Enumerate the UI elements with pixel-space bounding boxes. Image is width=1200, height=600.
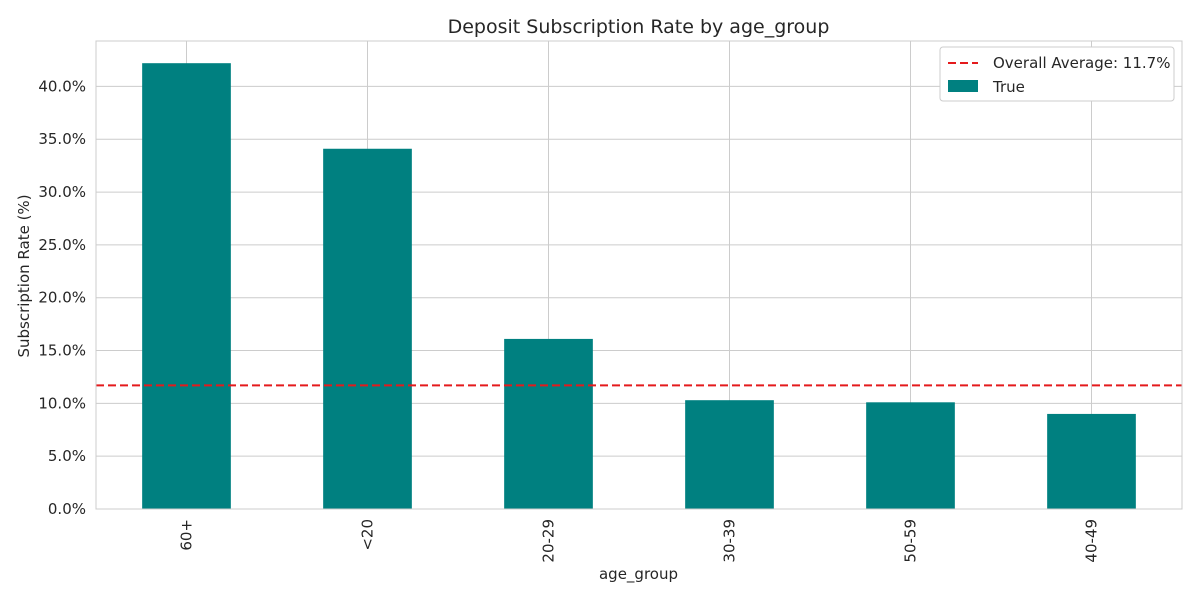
y-tick-label: 5.0% (48, 447, 86, 465)
y-axis-label: Subscription Rate (%) (15, 194, 33, 357)
legend-label-average: Overall Average: 11.7% (993, 54, 1170, 72)
bar-40-49 (1047, 413, 1136, 509)
bar-60+ (142, 63, 231, 510)
y-tick-label: 30.0% (38, 183, 86, 201)
legend-swatch-true (948, 80, 978, 92)
y-tick-label: 0.0% (48, 500, 86, 518)
chart-title: Deposit Subscription Rate by age_group (448, 16, 830, 38)
bar-50-59 (866, 402, 955, 509)
x-tick-label: 50-59 (902, 519, 920, 563)
legend: Overall Average: 11.7% True (939, 46, 1175, 102)
plot-frame (95, 40, 1183, 510)
y-tick-label: 35.0% (38, 130, 86, 148)
x-tick-label: 40-49 (1083, 519, 1101, 563)
y-tick-label: 40.0% (38, 77, 86, 95)
x-axis-label: age_group (599, 565, 678, 584)
bar-<20 (323, 148, 412, 509)
x-axis-ticks: 60+ <20 20-29 30-39 50-59 40-49 (178, 519, 1101, 563)
y-tick-label: 25.0% (38, 236, 86, 254)
x-tick-label: <20 (359, 519, 377, 551)
x-tick-label: 60+ (178, 519, 196, 551)
legend-label-true: True (992, 78, 1025, 96)
x-tick-label: 20-29 (540, 519, 558, 563)
bar-20-29 (504, 338, 593, 509)
bars (142, 63, 1136, 510)
y-tick-label: 10.0% (38, 394, 86, 412)
bar-30-39 (685, 400, 774, 509)
legend-box (939, 46, 1175, 102)
y-tick-label: 20.0% (38, 289, 86, 307)
y-tick-label: 15.0% (38, 342, 86, 360)
x-tick-label: 30-39 (721, 519, 739, 563)
y-axis-ticks: 0.0% 5.0% 10.0% 15.0% 20.0% 25.0% 30.0% 35.0% 40… (38, 77, 86, 518)
